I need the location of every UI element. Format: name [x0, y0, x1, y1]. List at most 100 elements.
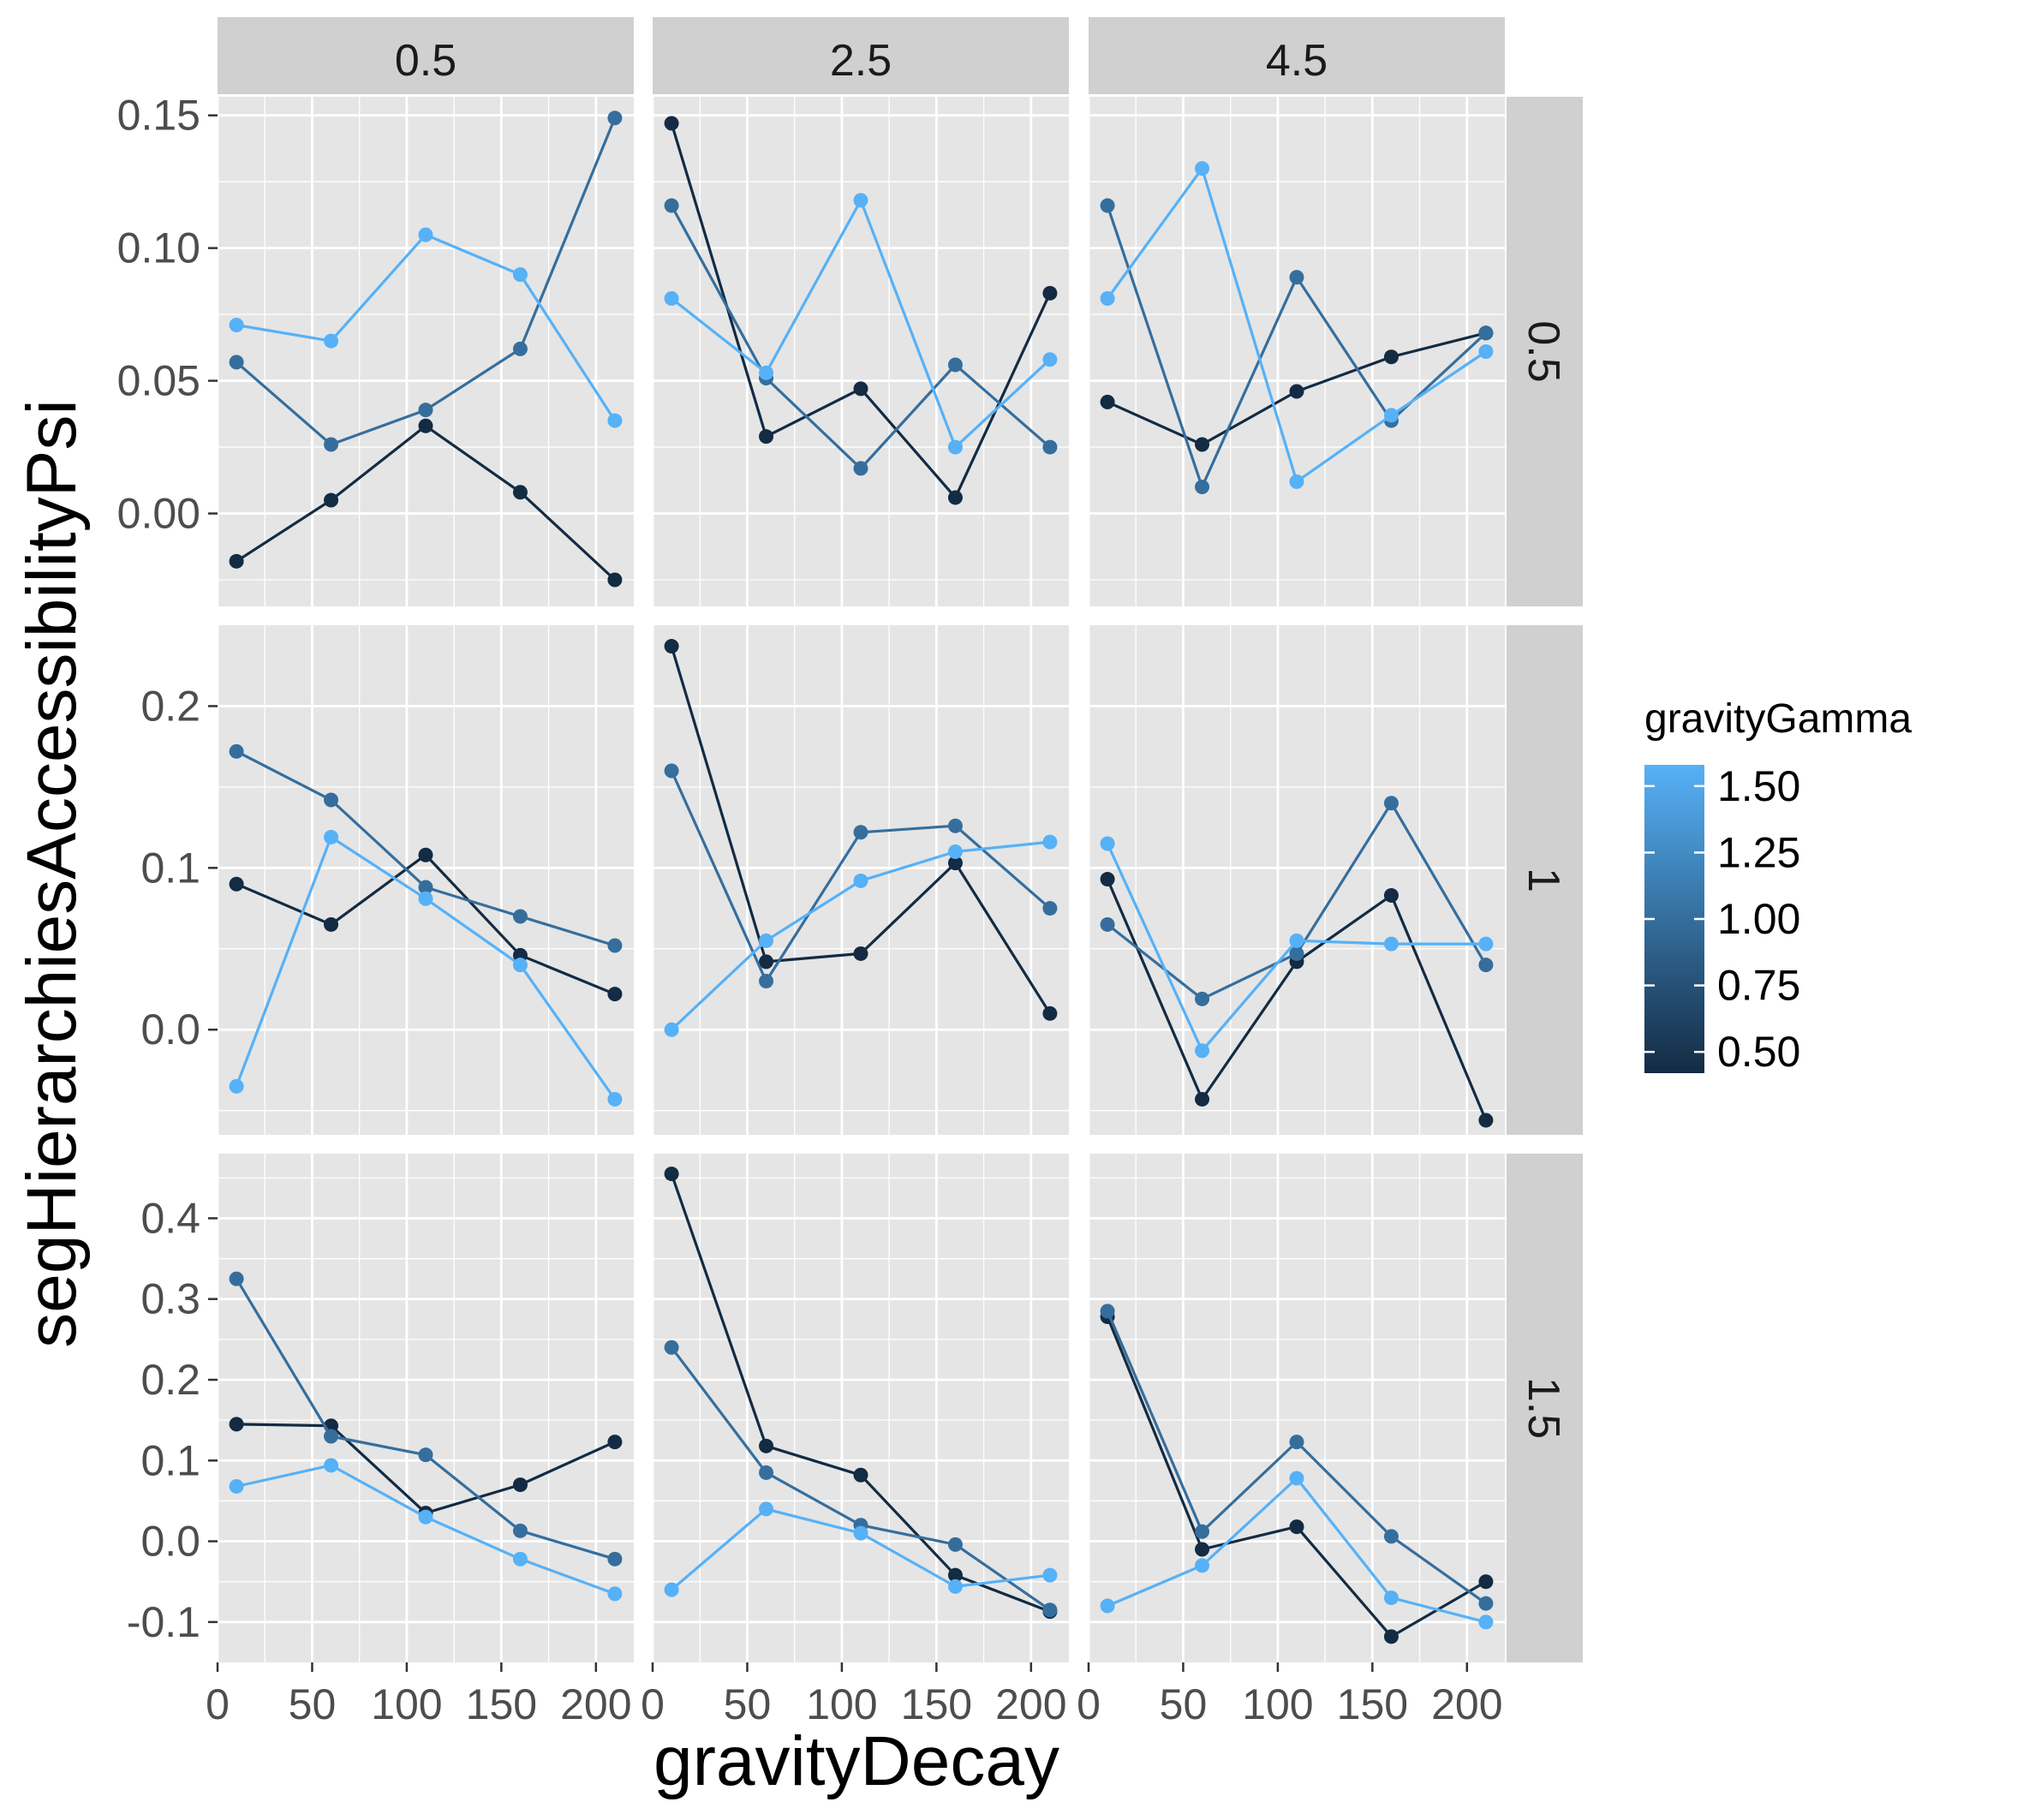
- data-point: [853, 873, 868, 888]
- data-point: [1042, 439, 1058, 455]
- data-point: [1100, 916, 1115, 932]
- panel-background: [1089, 625, 1505, 1135]
- data-point: [324, 792, 339, 808]
- data-point: [1042, 901, 1058, 916]
- panels: [216, 97, 1505, 1662]
- data-point: [512, 1551, 528, 1566]
- x-axis-title: gravityDecay: [653, 1722, 1059, 1800]
- data-point: [1478, 325, 1494, 341]
- data-point: [607, 110, 623, 126]
- data-point: [418, 227, 433, 242]
- data-point: [324, 437, 339, 452]
- row-strip-label: 1: [1519, 868, 1568, 892]
- row-strip: [1507, 97, 1583, 606]
- data-point: [1383, 349, 1399, 365]
- column-strip: [653, 17, 1069, 94]
- data-point: [853, 1467, 868, 1483]
- column-strip-label: 4.5: [1266, 36, 1328, 86]
- data-point: [1100, 836, 1115, 851]
- data-point: [1042, 285, 1058, 301]
- data-point: [512, 485, 528, 500]
- data-point: [324, 829, 339, 844]
- x-tick-label: 200: [560, 1680, 631, 1728]
- data-point: [664, 291, 679, 307]
- data-point: [1383, 1529, 1399, 1544]
- data-point: [664, 1167, 679, 1182]
- x-tick-label: 150: [1337, 1680, 1408, 1728]
- data-point: [759, 1465, 774, 1480]
- y-tick-label: 0.3: [140, 1275, 200, 1323]
- data-point: [324, 333, 339, 349]
- data-point: [1195, 1524, 1210, 1539]
- facet-strips: 0.5 2.5 4.5 0.5 1 1.5: [218, 17, 1583, 1662]
- x-tick-label: 100: [806, 1680, 877, 1728]
- data-point: [947, 1567, 963, 1583]
- x-tick-label: 0: [641, 1680, 665, 1728]
- data-point: [1195, 437, 1210, 452]
- legend-title: gravityGamma: [1644, 696, 1912, 742]
- data-point: [1042, 1005, 1058, 1021]
- data-point: [418, 418, 433, 433]
- data-point: [1383, 936, 1399, 952]
- data-point: [229, 1078, 244, 1094]
- data-point: [1100, 198, 1115, 213]
- y-tick-label: -0.1: [127, 1598, 200, 1646]
- data-point: [947, 357, 963, 373]
- data-point: [759, 933, 774, 948]
- panel-background: [1089, 97, 1505, 606]
- data-point: [1042, 834, 1058, 850]
- x-tick-label: 200: [995, 1680, 1066, 1728]
- y-tick-label: 0.1: [140, 1436, 200, 1484]
- data-point: [1383, 1629, 1399, 1644]
- data-point: [1195, 1043, 1210, 1059]
- series-layer: [229, 110, 1494, 1644]
- data-point: [512, 1477, 528, 1493]
- data-point: [229, 318, 244, 333]
- data-point: [229, 1271, 244, 1286]
- data-point: [664, 1340, 679, 1355]
- row-strip-label: 1.5: [1519, 1377, 1568, 1439]
- x-tick-label: 0: [206, 1680, 230, 1728]
- y-tick-label: 0.0: [140, 1518, 200, 1566]
- data-point: [1478, 1596, 1494, 1611]
- data-point: [1195, 161, 1210, 176]
- data-point: [1100, 1304, 1115, 1319]
- data-point: [947, 844, 963, 859]
- data-point: [607, 1551, 623, 1566]
- data-point: [607, 1435, 623, 1450]
- data-point: [229, 1417, 244, 1432]
- column-strip-label: 0.5: [395, 36, 457, 86]
- data-point: [1478, 958, 1494, 973]
- y-axis-title: segHierarchiesAccessibilityPsi: [13, 399, 91, 1347]
- data-point: [418, 403, 433, 418]
- data-point: [229, 743, 244, 759]
- data-point: [664, 116, 679, 131]
- data-point: [1478, 1614, 1494, 1630]
- legend: gravityGamma 1.50 1.25 1.00 0.75 0.50: [1644, 696, 1912, 1076]
- data-point: [1478, 344, 1494, 359]
- data-point: [607, 987, 623, 1002]
- data-point: [1042, 1567, 1058, 1583]
- y-tick-label: 0.05: [117, 357, 200, 405]
- data-point: [853, 946, 868, 961]
- data-point: [759, 1501, 774, 1517]
- x-tick-label: 50: [289, 1680, 337, 1728]
- legend-tick-label: 1.50: [1717, 762, 1800, 810]
- panel-background: [653, 97, 1069, 606]
- legend-ticks: 1.50 1.25 1.00 0.75 0.50: [1644, 762, 1800, 1076]
- data-point: [512, 958, 528, 973]
- data-point: [418, 880, 433, 895]
- data-point: [607, 1091, 623, 1107]
- panel-background: [218, 1154, 634, 1662]
- x-tick-label: 50: [1160, 1680, 1208, 1728]
- y-tick-label: 0.2: [140, 1356, 200, 1404]
- y-tick-label: 0.15: [117, 92, 200, 140]
- data-point: [1195, 1558, 1210, 1573]
- data-point: [759, 954, 774, 970]
- data-point: [1383, 408, 1399, 423]
- data-point: [664, 198, 679, 213]
- data-point: [418, 891, 433, 906]
- data-point: [1289, 474, 1304, 489]
- data-point: [853, 825, 868, 840]
- data-point: [1195, 991, 1210, 1006]
